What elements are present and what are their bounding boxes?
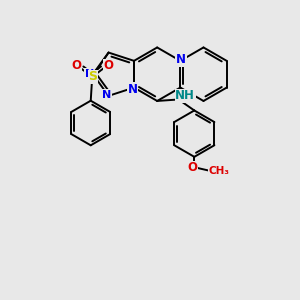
Text: S: S [88,70,97,83]
Text: O: O [103,59,113,72]
Text: N: N [128,82,138,96]
Text: NH: NH [175,89,195,102]
Text: N: N [85,69,94,79]
Text: CH₃: CH₃ [209,166,230,176]
Text: O: O [71,59,81,72]
Text: N: N [176,53,186,66]
Text: N: N [102,90,112,100]
Text: O: O [187,161,197,174]
